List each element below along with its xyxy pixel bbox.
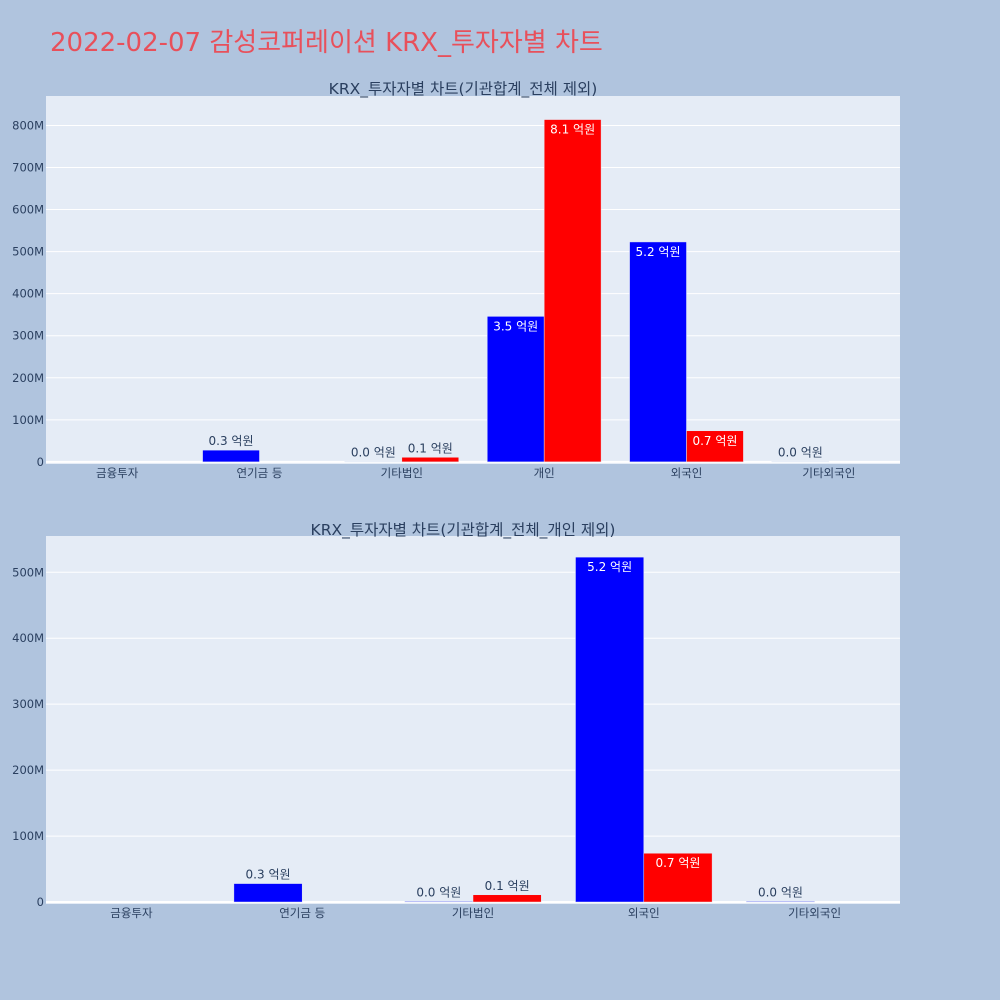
x-tick-label: 개인 xyxy=(534,466,555,480)
x-tick-label: 기타법인 xyxy=(452,906,494,920)
plot-background xyxy=(46,96,900,464)
y-tick-label: 600M xyxy=(12,203,44,217)
y-tick-label: 400M xyxy=(12,631,44,645)
data-label: 8.1 억원 xyxy=(550,123,595,137)
y-tick-label: 300M xyxy=(12,329,44,343)
x-tick-label: 금융투자 xyxy=(96,466,139,480)
bar xyxy=(746,901,815,903)
y-tick-label: 700M xyxy=(12,160,44,174)
bar xyxy=(472,894,542,903)
bar xyxy=(404,901,474,903)
y-tick-label: 800M xyxy=(12,118,44,132)
data-label: 0.1 억원 xyxy=(485,879,530,893)
y-tick-label: 100M xyxy=(12,413,44,427)
data-label: 0.0 억원 xyxy=(351,445,396,459)
data-label: 0.3 억원 xyxy=(246,868,291,882)
data-label: 0.7 억원 xyxy=(692,434,737,448)
bar xyxy=(686,430,744,463)
x-tick-label: 연기금 등 xyxy=(237,466,283,480)
y-tick-label: 300M xyxy=(12,697,44,711)
x-tick-label: 금융투자 xyxy=(110,906,153,920)
x-tick-label: 외국인 xyxy=(628,906,660,920)
bar xyxy=(486,316,545,463)
bar xyxy=(629,241,687,463)
x-tick-label: 기타법인 xyxy=(381,466,423,480)
bar xyxy=(643,852,713,903)
chart-1: KRX_투자자별 차트(기관합계_전체 제외) 0 100M 200M 300M 400M… xyxy=(12,80,900,480)
chart-title: KRX_투자자별 차트(기관합계_전체_개인 제외) xyxy=(311,521,616,540)
data-label: 0.0 억원 xyxy=(758,885,803,899)
x-tick-label: 연기금 등 xyxy=(279,906,325,920)
x-tick-label: 기타외국인 xyxy=(788,906,841,920)
data-label: 0.0 억원 xyxy=(416,885,461,899)
bar xyxy=(575,556,645,903)
bar xyxy=(543,119,602,463)
data-label: 3.5 억원 xyxy=(493,319,538,333)
plot-background xyxy=(46,536,900,904)
y-tick-label: 500M xyxy=(12,565,44,579)
y-tick-label: 500M xyxy=(12,245,44,259)
x-tick-label: 기타외국인 xyxy=(802,466,855,480)
y-tick-label: 100M xyxy=(12,829,44,843)
data-label: 0.3 억원 xyxy=(209,434,254,448)
data-label: 0.7 억원 xyxy=(655,856,700,870)
y-tick-label: 0 xyxy=(37,895,44,909)
data-label: 5.2 억원 xyxy=(587,560,632,574)
page-title: 2022-02-07 감성코퍼레이션 KRX_투자자별 차트 xyxy=(50,28,603,58)
y-tick-label: 200M xyxy=(12,371,44,385)
data-label: 0.1 억원 xyxy=(408,441,453,455)
bar xyxy=(202,449,260,463)
y-tick-label: 400M xyxy=(12,287,44,301)
bar xyxy=(401,457,460,463)
y-tick-label: 200M xyxy=(12,763,44,777)
data-label: 0.0 억원 xyxy=(778,445,823,459)
bar xyxy=(233,883,303,903)
x-tick-label: 외국인 xyxy=(671,466,703,480)
chart-title: KRX_투자자별 차트(기관합계_전체 제외) xyxy=(329,80,598,99)
chart-2: KRX_투자자별 차트(기관합계_전체_개인 제외) 0 100M 200M 300M 4… xyxy=(12,521,900,920)
data-label: 5.2 억원 xyxy=(636,245,681,259)
y-tick-label: 0 xyxy=(37,455,44,469)
